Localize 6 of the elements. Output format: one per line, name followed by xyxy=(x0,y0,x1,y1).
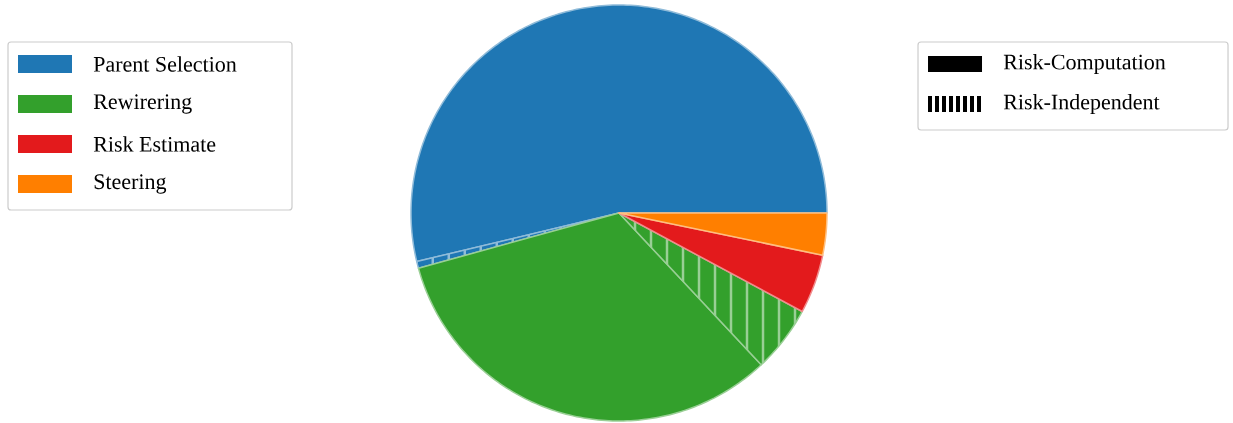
legend-label: Rewirering xyxy=(93,94,192,114)
legend-label: Risk Estimate xyxy=(93,136,216,152)
text: Risk-Computation xyxy=(1003,54,1166,74)
text: Risk-Independent xyxy=(1003,94,1160,114)
legend-label: Steering xyxy=(94,174,167,194)
legend-label: Parent Selection xyxy=(93,56,237,72)
